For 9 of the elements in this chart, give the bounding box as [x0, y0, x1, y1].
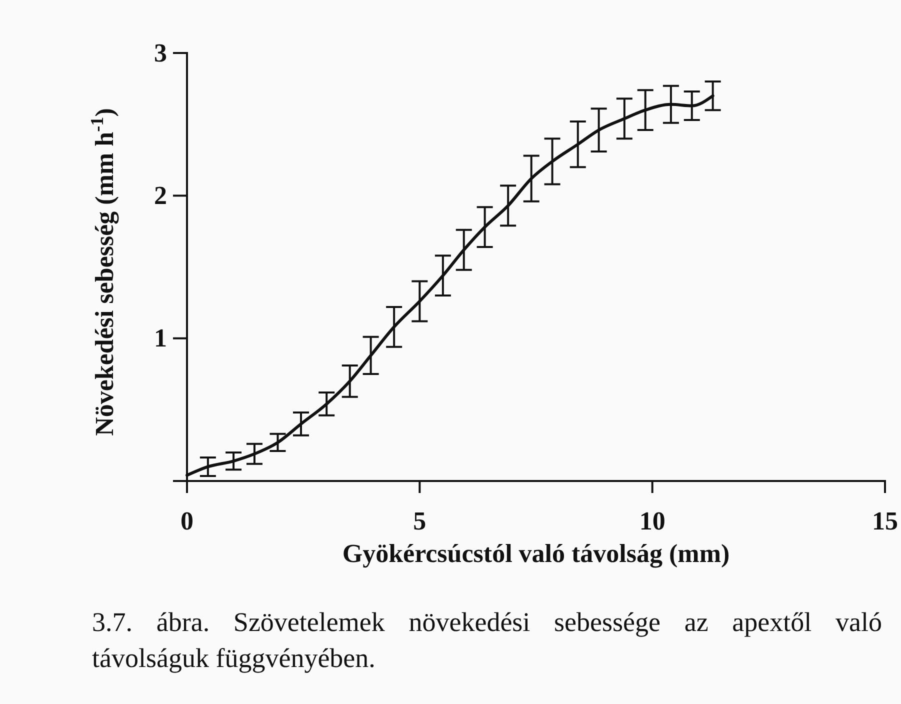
text: 3.7. ábra. Szövetelemek növekedési sebessége az apextől való távolságuk függvényében. [92, 606, 882, 675]
x-tick-label: 0 [180, 506, 194, 536]
x-tick-label: 10 [639, 506, 666, 536]
x-axis-title: Gyökércsúcstól való távolság (mm) [342, 539, 730, 568]
y-tick-label: 3 [154, 38, 167, 68]
y-tick-label: 1 [154, 324, 167, 353]
y-tick-label: 2 [154, 180, 167, 210]
x-tick-label: 15 [872, 506, 898, 536]
x-tick-label: 5 [413, 506, 426, 536]
